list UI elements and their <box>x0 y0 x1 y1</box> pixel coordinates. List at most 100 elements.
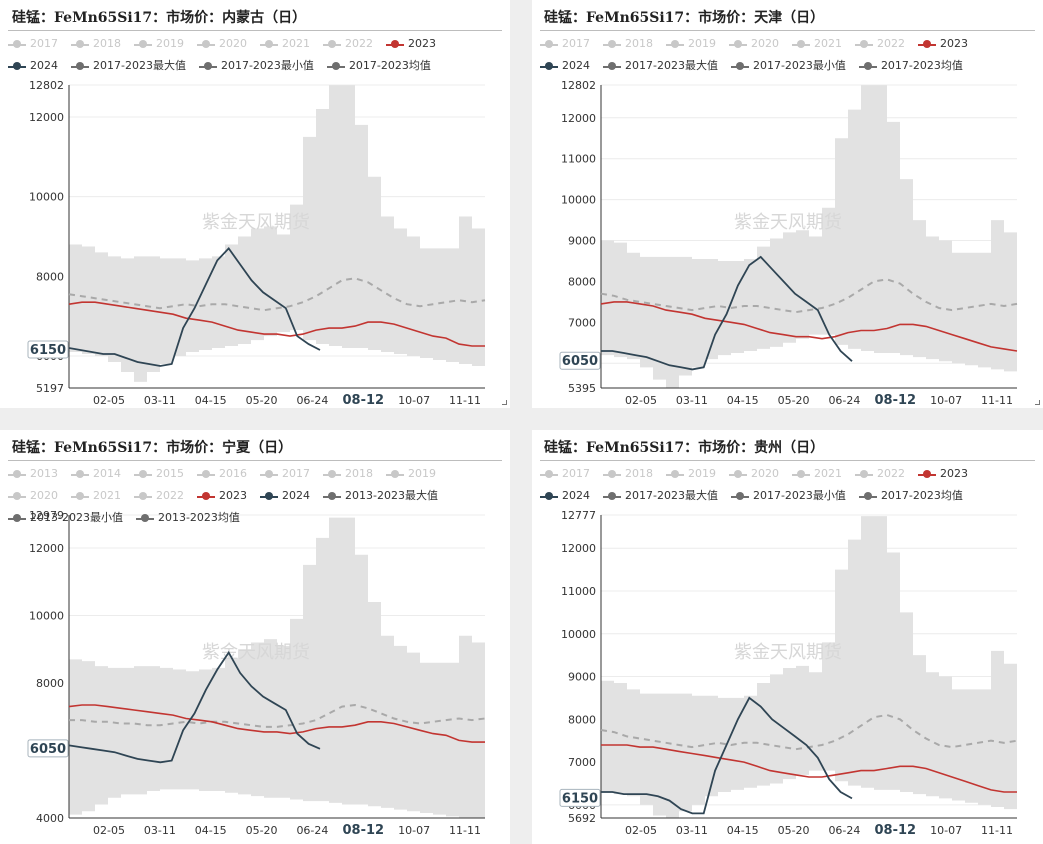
y-tick-label: 12000 <box>561 112 596 125</box>
legend-label: 2018 <box>345 467 373 480</box>
legend-item[interactable]: 2017-2023均值 <box>858 56 963 76</box>
legend-item[interactable]: 2017-2023最大值 <box>603 56 718 76</box>
legend-item[interactable]: 2017 <box>540 34 590 54</box>
x-tick-label: 08-12 <box>874 823 916 838</box>
chart-legend: 2017 2018 2019 2020 2021 2022 2023 2024 2017-202… <box>540 34 1035 78</box>
legend-marker-icon <box>8 513 26 523</box>
legend-label: 2023 <box>940 467 968 480</box>
legend-item[interactable]: 2014 <box>71 464 121 484</box>
legend-item[interactable]: 2018 <box>71 34 121 54</box>
x-tick-label: 11-11 <box>981 394 1013 407</box>
legend-item[interactable]: 2020 <box>729 464 779 484</box>
legend-item[interactable]: 2018 <box>603 34 653 54</box>
chart-svg: 5395600070008000900010000110001200012802… <box>559 79 1018 408</box>
legend-item[interactable]: 2024 <box>540 56 590 76</box>
legend-item[interactable]: 2023 <box>918 464 968 484</box>
watermark-text: 紫金天风期货 <box>734 642 842 663</box>
resize-handle-icon[interactable] <box>502 400 507 405</box>
legend-item[interactable]: 2020 <box>8 486 58 506</box>
y-tick-label: 12000 <box>561 542 596 555</box>
legend-label: 2020 <box>219 37 247 50</box>
legend-item[interactable]: 2018 <box>603 464 653 484</box>
legend-marker-icon <box>134 469 152 479</box>
legend-item[interactable]: 2021 <box>792 34 842 54</box>
legend-item[interactable]: 2013-2023最大值 <box>323 486 438 506</box>
resize-handle-icon[interactable] <box>1035 400 1040 405</box>
x-tick-label: 02-05 <box>93 394 125 407</box>
x-tick-label: 04-15 <box>727 394 759 407</box>
legend-item[interactable]: 2023 <box>918 34 968 54</box>
legend-label: 2022 <box>877 467 905 480</box>
minmax-band <box>601 516 1017 818</box>
legend-label: 2017-2023最大值 <box>93 59 186 72</box>
minmax-band <box>69 517 485 818</box>
legend-item[interactable]: 2024 <box>8 56 58 76</box>
x-tick-label: 11-11 <box>449 394 481 407</box>
legend-label: 2018 <box>625 467 653 480</box>
legend-marker-icon <box>918 469 936 479</box>
legend-label: 2024 <box>562 489 590 502</box>
legend-label: 2013-2023最小值 <box>30 511 123 524</box>
series-2023-line <box>601 744 1017 793</box>
legend-item[interactable]: 2019 <box>666 34 716 54</box>
series-2023-line <box>68 704 485 743</box>
legend-item[interactable]: 2017-2023最大值 <box>71 56 186 76</box>
legend-item[interactable]: 2017-2023均值 <box>858 486 963 506</box>
series-2024-line <box>68 650 321 764</box>
legend-item[interactable]: 2021 <box>792 464 842 484</box>
legend-label: 2021 <box>814 37 842 50</box>
y-tick-label: 10000 <box>29 610 64 623</box>
legend-item[interactable]: 2017-2023最小值 <box>198 56 314 76</box>
y-tick-label: 5197 <box>36 382 64 395</box>
legend-item[interactable]: 2017-2023最小值 <box>730 56 846 76</box>
x-tick-label: 10-07 <box>398 394 430 407</box>
x-tick-label: 02-05 <box>93 824 125 837</box>
legend-item[interactable]: 2016 <box>197 464 247 484</box>
legend-item[interactable]: 2024 <box>260 486 310 506</box>
legend-item[interactable]: 2021 <box>260 34 310 54</box>
legend-label: 2017-2023最小值 <box>220 59 314 72</box>
legend-label: 2017 <box>282 467 310 480</box>
minmax-band <box>69 85 485 382</box>
y-tick-label: 8000 <box>36 270 64 283</box>
y-tick-label: 8000 <box>568 275 596 288</box>
y-tick-label: 12777 <box>561 509 596 522</box>
legend-item[interactable]: 2017 <box>540 464 590 484</box>
legend-marker-icon <box>71 61 89 71</box>
legend-item[interactable]: 2024 <box>540 486 590 506</box>
legend-item[interactable]: 2017-2023最大值 <box>603 486 718 506</box>
legend-marker-icon <box>323 491 341 501</box>
legend-item[interactable]: 2022 <box>134 486 184 506</box>
legend-item[interactable]: 2017 <box>260 464 310 484</box>
legend-label: 2017 <box>562 467 590 480</box>
legend-item[interactable]: 2019 <box>666 464 716 484</box>
legend-item[interactable]: 2017-2023均值 <box>326 56 431 76</box>
legend-item[interactable]: 2018 <box>323 464 373 484</box>
legend-item[interactable]: 2020 <box>197 34 247 54</box>
legend-label: 2017-2023最大值 <box>625 59 718 72</box>
legend-item[interactable]: 2019 <box>134 34 184 54</box>
y-tick-label: 10000 <box>561 194 596 207</box>
current-value-box <box>27 739 69 758</box>
legend-marker-icon <box>260 39 278 49</box>
legend-item[interactable]: 2020 <box>729 34 779 54</box>
legend-item[interactable]: 2015 <box>134 464 184 484</box>
legend-item[interactable]: 2013 <box>8 464 58 484</box>
legend-marker-icon <box>135 513 154 523</box>
legend-item[interactable]: 2013-2023均值 <box>135 508 240 528</box>
legend-item[interactable]: 2023 <box>197 486 247 506</box>
legend-label: 2013-2023均值 <box>157 511 240 524</box>
legend-item[interactable]: 2022 <box>855 34 905 54</box>
legend-item[interactable]: 2022 <box>323 34 373 54</box>
legend-marker-icon <box>540 61 558 71</box>
legend-item[interactable]: 2017-2023最小值 <box>730 486 846 506</box>
legend-item[interactable]: 2021 <box>71 486 121 506</box>
legend-item[interactable]: 2023 <box>386 34 436 54</box>
legend-item[interactable]: 2022 <box>855 464 905 484</box>
legend-marker-icon <box>326 61 345 71</box>
title-divider <box>8 460 502 461</box>
legend-item[interactable]: 2013-2023最小值 <box>8 508 123 528</box>
legend-item[interactable]: 2017 <box>8 34 58 54</box>
legend-item[interactable]: 2019 <box>386 464 436 484</box>
legend-marker-icon <box>134 39 152 49</box>
